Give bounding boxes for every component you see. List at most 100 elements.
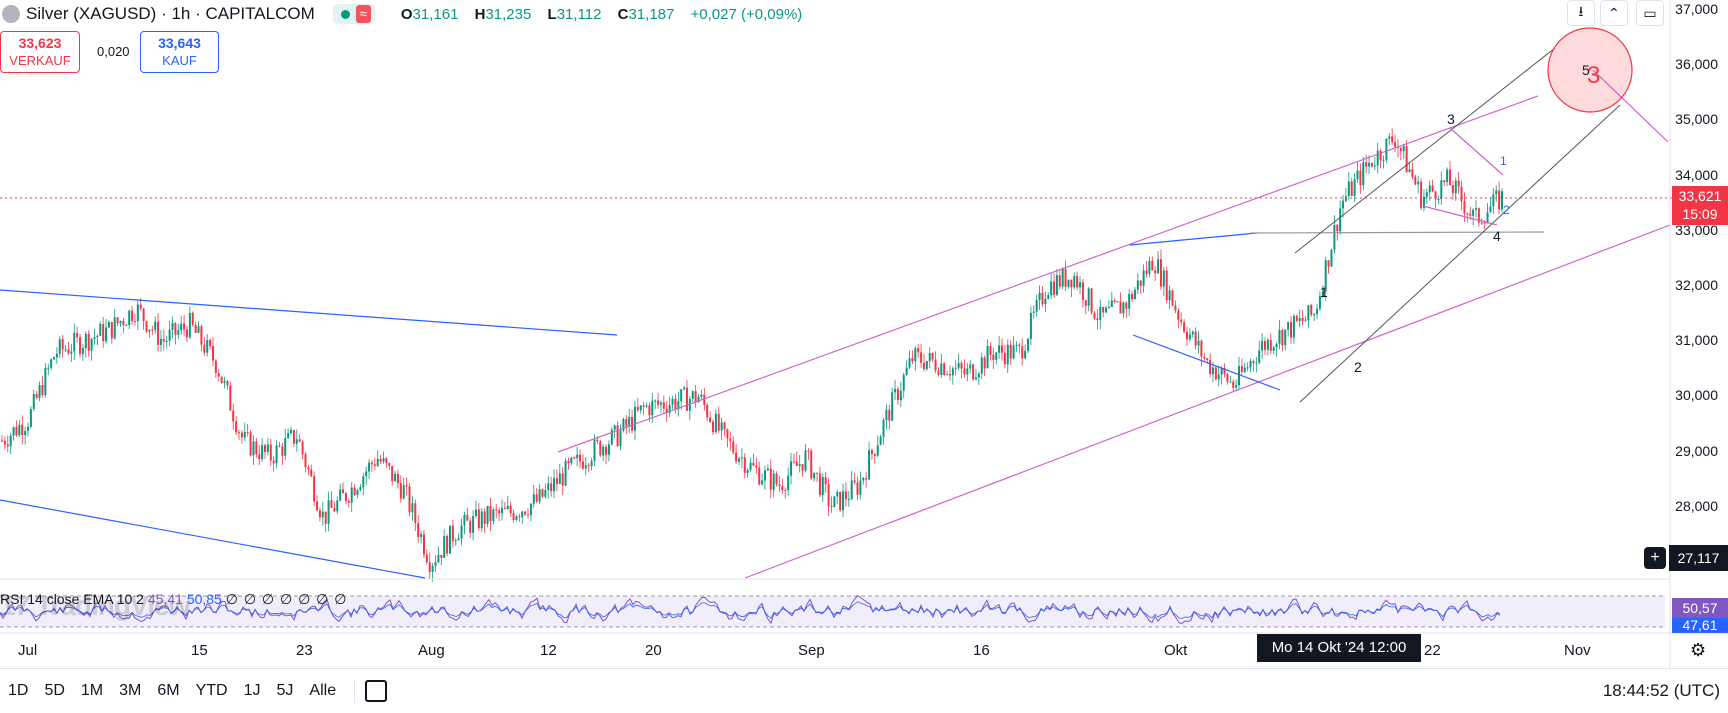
price-chart[interactable] (0, 0, 1728, 668)
add-alert-plus-icon[interactable]: + (1644, 547, 1666, 569)
rsi-pane (0, 578, 1670, 628)
axis-settings-icon[interactable]: ⚙ (1690, 640, 1707, 660)
candle-body (307, 467, 310, 470)
candle-body (1318, 296, 1321, 309)
candle-body (509, 505, 512, 514)
candle-body (856, 482, 859, 495)
candle-body (3, 440, 6, 445)
candle-body (194, 324, 197, 333)
range-button-1j[interactable]: 1J (243, 682, 261, 699)
candle-body (483, 511, 486, 524)
wave-channel-upper (1294, 47, 1556, 254)
collapse-icon[interactable]: ⌃ (1600, 0, 1628, 26)
candle-body (610, 429, 613, 445)
candle-body (599, 441, 602, 456)
candle-body (980, 357, 983, 374)
range-button-6m[interactable]: 6M (157, 682, 180, 699)
candle-body (925, 361, 928, 370)
candle-body (342, 489, 345, 494)
candle-body (795, 461, 798, 466)
fullscreen-icon[interactable]: ▭ (1636, 0, 1664, 26)
range-button-1d[interactable]: 1D (8, 682, 29, 699)
utc-clock[interactable]: 18:44:52 (UTC) (1602, 681, 1720, 700)
candle-body (1290, 322, 1293, 338)
candle-body (743, 457, 746, 473)
candle-body (266, 444, 269, 452)
candle-body (651, 400, 654, 416)
candle-body (931, 353, 934, 360)
calendar-icon[interactable] (365, 680, 388, 702)
candle-body (602, 446, 605, 456)
candle-body (1154, 270, 1157, 274)
candle-body (1165, 270, 1168, 301)
candle-body (862, 477, 865, 481)
candle-body (1148, 260, 1151, 274)
candle-body (1157, 259, 1160, 274)
range-button-3m[interactable]: 3M (119, 682, 142, 699)
candle-body (188, 312, 191, 338)
candle-body (735, 452, 738, 462)
candle-body (275, 445, 278, 464)
candle-body (1284, 329, 1287, 346)
candle-body (711, 421, 714, 433)
candle-body (1457, 180, 1460, 187)
candle-body (1330, 249, 1333, 267)
download-icon[interactable]: ⭳ (1567, 0, 1595, 26)
candle-body (1168, 290, 1171, 301)
candle-body (287, 433, 290, 439)
buy-button[interactable]: 33,643 KAUF (140, 31, 219, 73)
candle-body (1298, 317, 1301, 322)
candle-body (957, 362, 960, 368)
range-button-5d[interactable]: 5D (44, 682, 65, 699)
candle-body (151, 329, 154, 331)
candle-body (1006, 344, 1009, 365)
candle-body (318, 510, 321, 518)
candle-body (454, 540, 457, 542)
candle-body (385, 458, 388, 464)
trend-line-3 (1129, 232, 1258, 246)
candle-body (896, 388, 899, 401)
range-button-ytd[interactable]: YTD (195, 682, 228, 699)
symbol-title[interactable]: Silver (XAGUSD) · 1h · CAPITALCOM (26, 4, 315, 23)
candle-body (327, 500, 330, 524)
candle-body (21, 424, 24, 436)
candle-body (1466, 213, 1469, 215)
candle-body (749, 462, 752, 470)
candle-body (775, 473, 778, 485)
candle-body (324, 511, 327, 524)
range-button-5j[interactable]: 5J (276, 682, 294, 699)
candle-body (1113, 300, 1116, 302)
range-button-alle[interactable]: Alle (309, 682, 337, 699)
candle-body (587, 465, 590, 467)
market-status-pill[interactable]: ≈ (332, 4, 375, 24)
candle-body (431, 565, 434, 573)
triangle-top-line (1449, 127, 1504, 176)
candle-body (1246, 367, 1249, 369)
rsi-legend[interactable]: RSI 14 close EMA 10 2 45,41 50,85 ∅ ∅ ∅ … (0, 591, 348, 607)
candle-body (807, 450, 810, 452)
candle-body (766, 468, 769, 471)
candle-body (833, 496, 836, 507)
candle-body (1093, 312, 1096, 319)
candle-body (1495, 190, 1498, 195)
candle-body (1038, 292, 1041, 301)
range-button-1m[interactable]: 1M (80, 682, 104, 699)
candle-body (15, 427, 18, 436)
spread-value: 0,020 (97, 44, 130, 59)
candle-body (899, 390, 902, 401)
candle-body (316, 501, 319, 511)
candle-body (79, 337, 82, 354)
candle-body (518, 516, 521, 518)
candle-body (1145, 270, 1148, 274)
candle-body (694, 391, 697, 403)
candle-body (1064, 269, 1067, 287)
price-axis-label: 28,000 (1675, 497, 1718, 514)
candle-body (125, 325, 128, 327)
candle-body (1073, 275, 1076, 288)
candle-body (1486, 212, 1489, 223)
candle-body (191, 312, 194, 325)
wave-label-1: 1 (1320, 284, 1328, 300)
sell-button[interactable]: 33,623 VERKAUF (0, 31, 80, 73)
candle-body (255, 441, 258, 455)
crosshair-date-tag: Mo 14 Okt '24 12:00 (1257, 634, 1421, 662)
